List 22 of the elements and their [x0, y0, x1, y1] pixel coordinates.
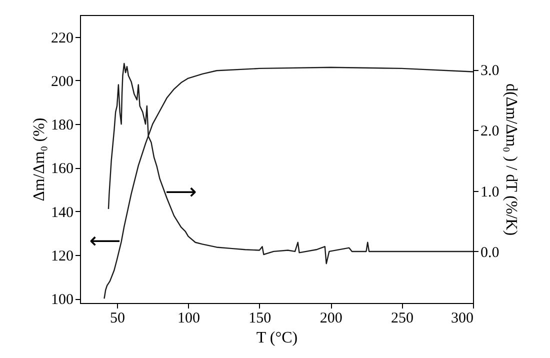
y-tick-label: 160	[51, 161, 74, 178]
x-tick-label: 200	[320, 310, 342, 326]
y-axis-title: Δm/Δm₀ (%)	[31, 118, 48, 202]
x-tick-label: 150	[248, 310, 272, 326]
y2-tick-label: 3.0	[480, 63, 500, 80]
x-tick-label: 250	[391, 310, 414, 326]
annotation: ⟶	[165, 180, 197, 205]
y2-tick-label: 1.0	[480, 184, 500, 200]
x-tick-label: 300	[451, 310, 474, 326]
x-tick-label: 50	[110, 310, 126, 326]
y-tick-label: 180	[51, 118, 74, 134]
y-tick-label: 100	[51, 292, 74, 308]
x-axis-title: T (°C)	[256, 330, 298, 346]
y-tick-label: 220	[51, 30, 74, 46]
x-tick-label: 100	[177, 310, 200, 326]
y-tick-label: 120	[51, 248, 74, 264]
y2-tick-label: 0.0	[480, 244, 500, 261]
y-tick-label: 200	[51, 74, 74, 90]
y-tick-label: 140	[51, 204, 74, 221]
y2-tick-label: 2.0	[480, 124, 500, 140]
annotation: ⟵	[89, 229, 121, 254]
y2-axis-title: d(Δm/Δm₀ ) / dT (%/K)	[502, 83, 520, 236]
